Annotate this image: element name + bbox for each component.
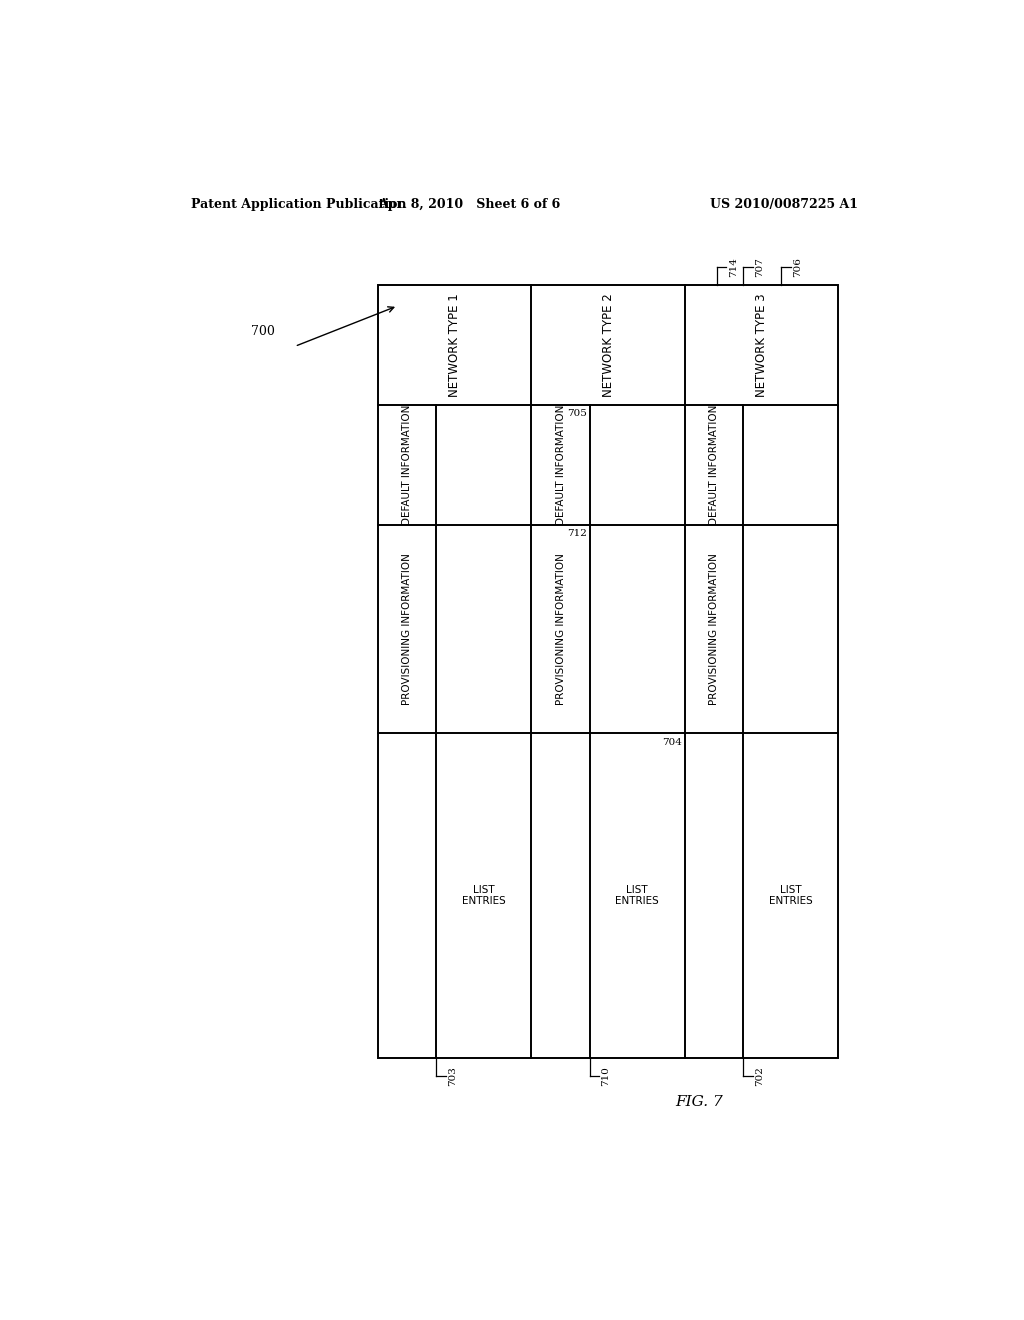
- Text: 706: 706: [794, 257, 802, 277]
- Text: 710: 710: [602, 1067, 610, 1086]
- Text: 702: 702: [755, 1067, 764, 1086]
- Text: Patent Application Publication: Patent Application Publication: [191, 198, 407, 211]
- Text: 705: 705: [567, 409, 588, 418]
- Text: FIG. 7: FIG. 7: [676, 1094, 723, 1109]
- Text: 707: 707: [755, 257, 764, 277]
- Text: LIST
ENTRIES: LIST ENTRIES: [615, 884, 659, 907]
- Text: 703: 703: [449, 1067, 457, 1086]
- Text: LIST
ENTRIES: LIST ENTRIES: [462, 884, 506, 907]
- Text: PROVISIONING INFORMATION: PROVISIONING INFORMATION: [556, 553, 565, 705]
- Text: 714: 714: [729, 257, 738, 277]
- Text: NETWORK TYPE 3: NETWORK TYPE 3: [755, 293, 768, 397]
- Text: Apr. 8, 2010   Sheet 6 of 6: Apr. 8, 2010 Sheet 6 of 6: [378, 198, 560, 211]
- Text: DEFAULT INFORMATION: DEFAULT INFORMATION: [709, 405, 719, 525]
- Text: LIST
ENTRIES: LIST ENTRIES: [769, 884, 813, 907]
- Text: NETWORK TYPE 1: NETWORK TYPE 1: [449, 293, 461, 397]
- Text: DEFAULT INFORMATION: DEFAULT INFORMATION: [556, 405, 565, 525]
- Bar: [378, 285, 839, 1057]
- Text: NETWORK TYPE 2: NETWORK TYPE 2: [602, 293, 614, 397]
- Text: PROVISIONING INFORMATION: PROVISIONING INFORMATION: [709, 553, 719, 705]
- Text: PROVISIONING INFORMATION: PROVISIONING INFORMATION: [402, 553, 412, 705]
- Text: 704: 704: [663, 738, 682, 747]
- Text: 700: 700: [251, 325, 274, 338]
- Text: DEFAULT INFORMATION: DEFAULT INFORMATION: [402, 405, 412, 525]
- Text: 712: 712: [567, 529, 588, 539]
- Text: US 2010/0087225 A1: US 2010/0087225 A1: [710, 198, 858, 211]
